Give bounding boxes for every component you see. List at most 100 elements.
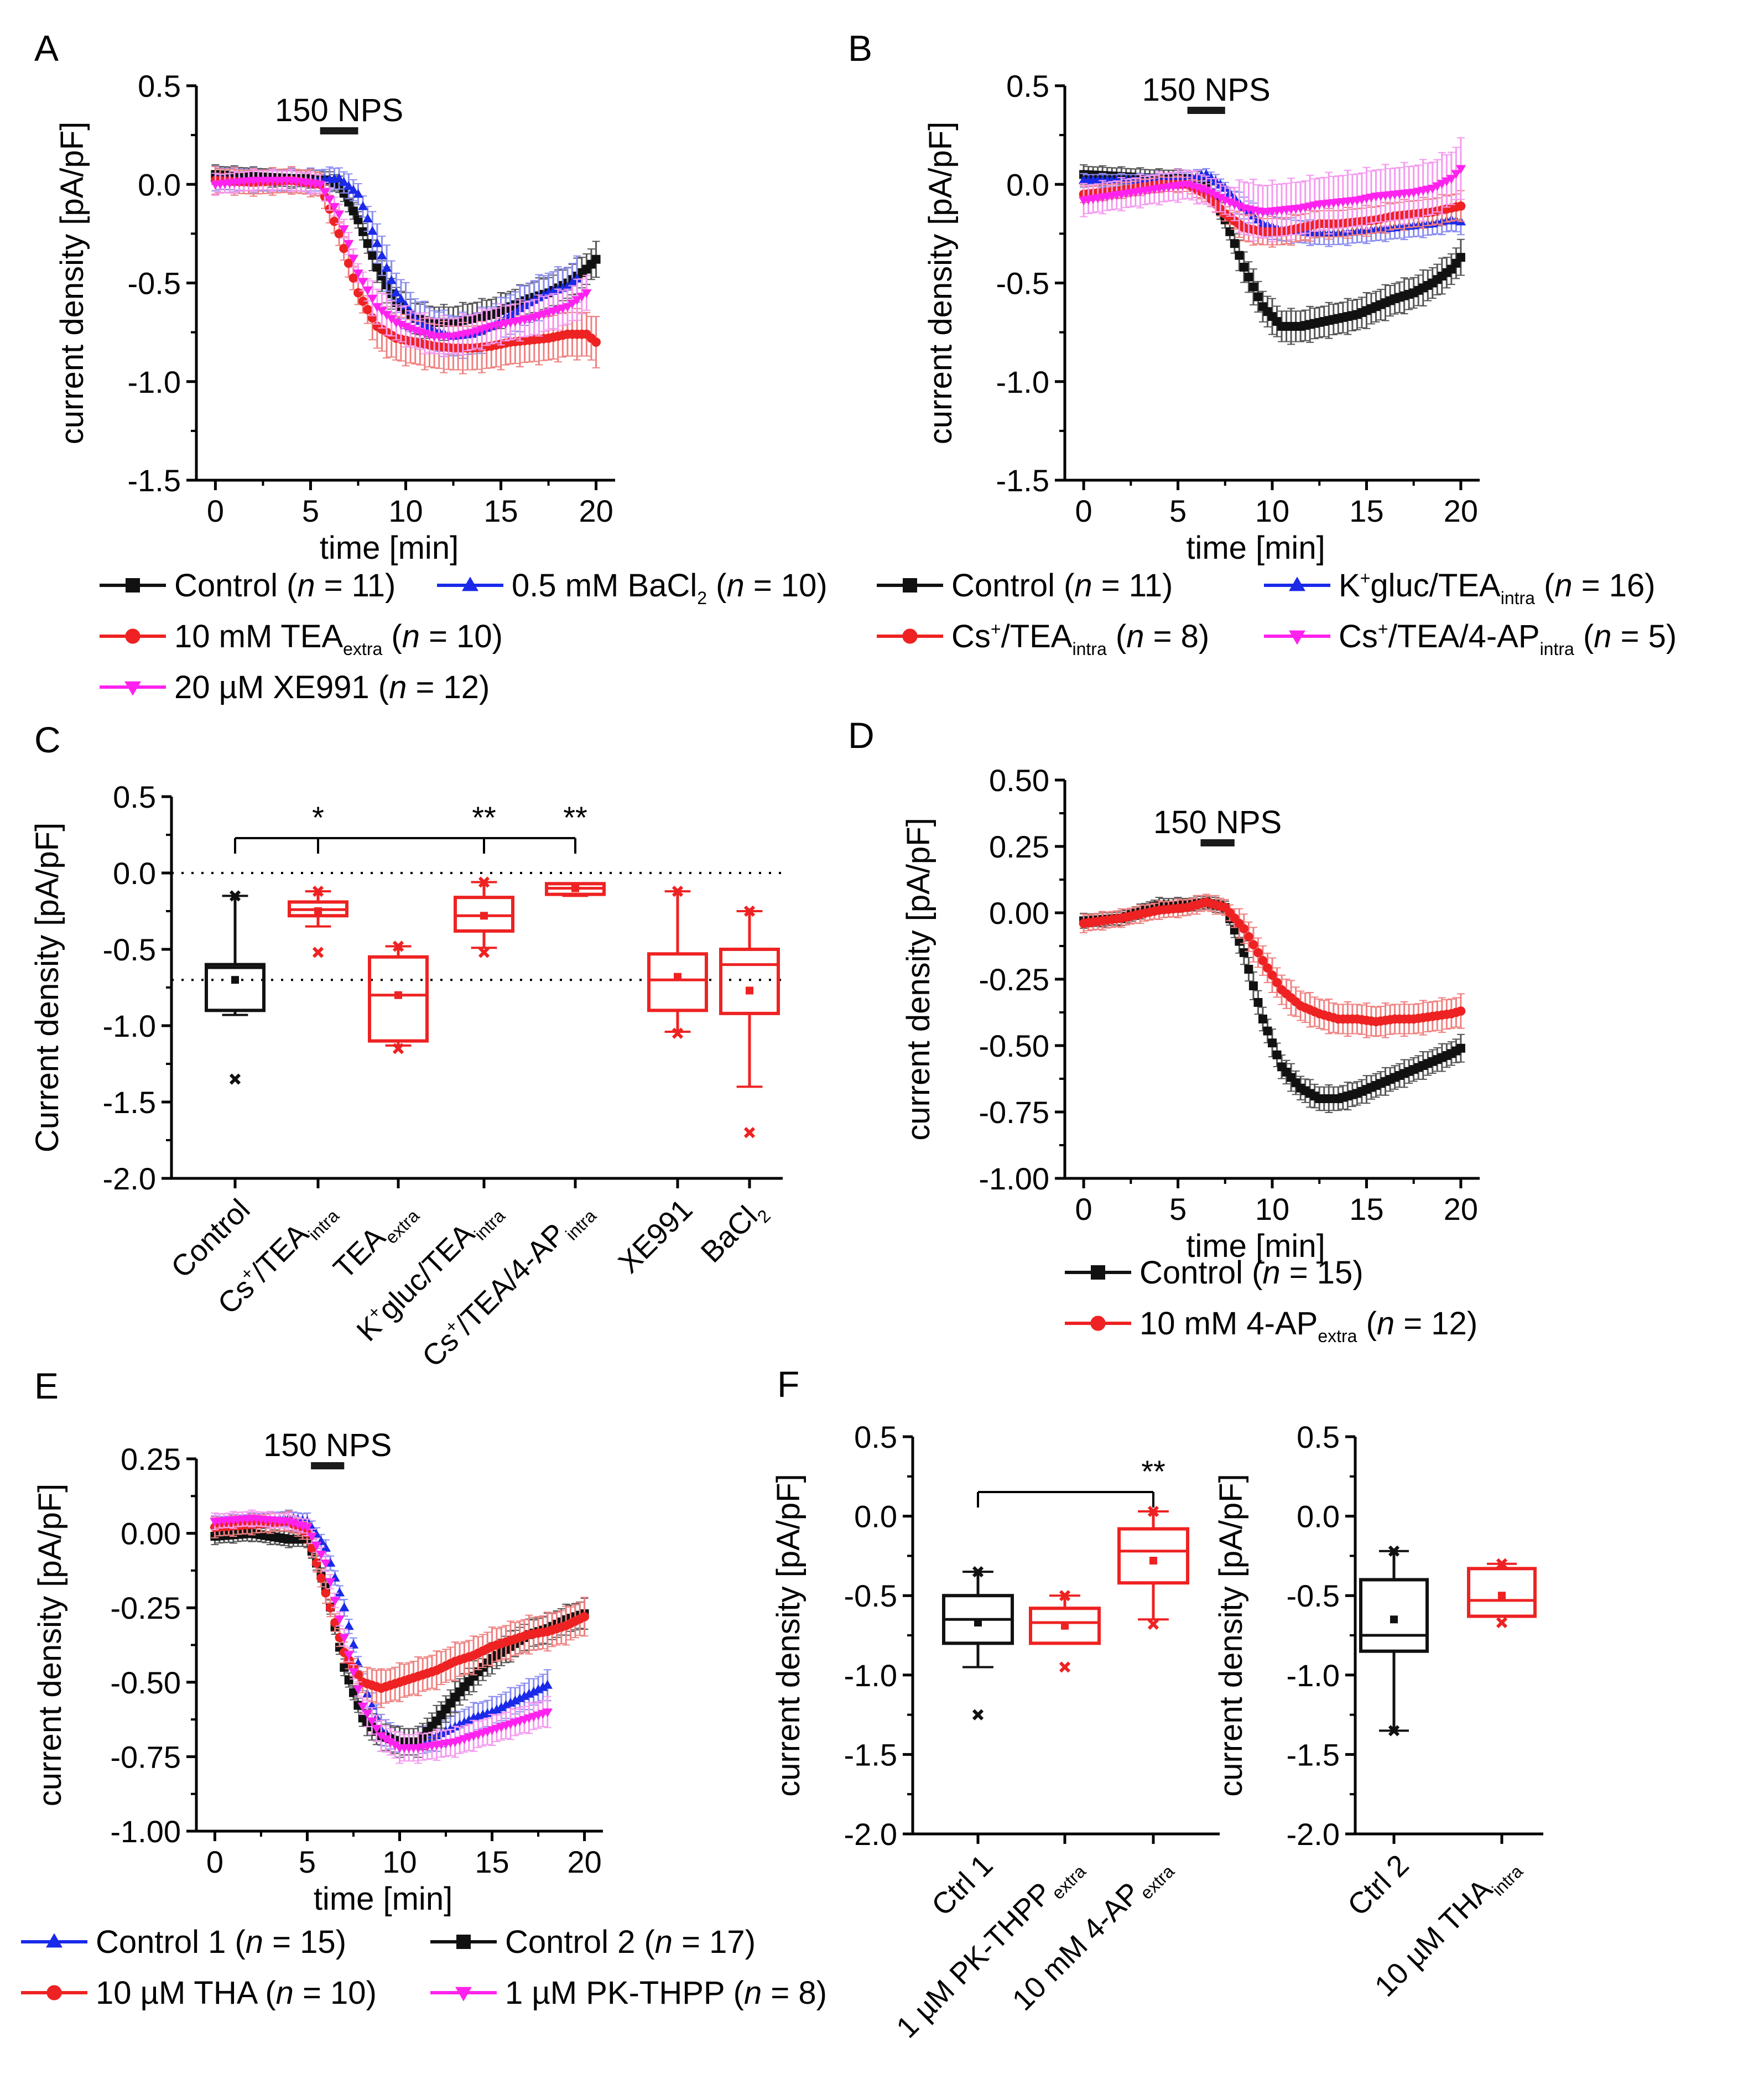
triangle-marker <box>528 1686 539 1696</box>
text-part: ( <box>1583 618 1594 654</box>
legend-label: 0.5 mM BaCl2​ (n = 10) <box>512 568 828 608</box>
down-triangle-marker <box>362 286 373 295</box>
y-tick-label: -0.5 <box>103 932 157 967</box>
box-iqr <box>1029 1607 1101 1645</box>
text-part: ( <box>1544 568 1554 604</box>
legend-label: 10 µM THA (n = 10) <box>96 1975 377 2011</box>
extreme-marker <box>1147 1618 1159 1630</box>
circle-marker <box>125 628 141 644</box>
down-triangle-marker <box>381 1735 391 1744</box>
square-marker <box>1248 282 1258 292</box>
square-marker <box>1244 272 1253 282</box>
circle-marker <box>330 1618 340 1628</box>
text-part: 10 mM 4-AP <box>1139 1306 1318 1342</box>
triangle-marker <box>491 1704 502 1714</box>
series-3 <box>210 169 592 357</box>
y-tick-label: -0.75 <box>979 1095 1049 1130</box>
square-marker <box>363 239 372 248</box>
square-marker <box>344 1675 353 1685</box>
legend-label: Cs+​/TEA/4-APintra​ (n = 5) <box>1339 618 1677 659</box>
y-tick-label: -1.5 <box>1287 1737 1340 1772</box>
x-tick-label: 20 <box>1444 493 1478 528</box>
text-part: /TEA/4-AP <box>1388 618 1540 654</box>
y-tick-label: 0.5 <box>854 1420 897 1454</box>
extreme-marker <box>392 940 404 952</box>
x-tick-label: 5 <box>302 493 319 528</box>
text-part: 1 µM PK-THPP <box>505 1975 733 2011</box>
text-part: Cs <box>1339 618 1378 654</box>
text-part <box>1357 1306 1366 1342</box>
circle-marker <box>334 228 344 238</box>
text-italic: n <box>655 1924 673 1960</box>
circle-marker <box>363 305 373 315</box>
legend-label: K+​gluc/TEAintra​ (n = 16) <box>1339 568 1656 608</box>
square-marker <box>1456 1043 1465 1053</box>
extreme-marker <box>972 1709 984 1721</box>
down-triangle-marker <box>311 1541 322 1551</box>
mean-marker <box>480 912 488 920</box>
y-axis-label: current density [pA/pF] <box>54 122 90 444</box>
legend-item: Control (n = 11) <box>100 568 396 604</box>
triangle-marker <box>533 1684 544 1693</box>
triangle-marker <box>344 181 354 190</box>
text-part: BaCl <box>695 1200 764 1269</box>
circle-marker <box>330 216 339 226</box>
circle-marker <box>353 288 363 298</box>
x-tick-label: 10 <box>1255 1192 1289 1226</box>
circle-marker <box>1263 963 1272 973</box>
box-2: TEAextra​ <box>327 940 429 1285</box>
square-marker <box>1258 1015 1267 1023</box>
circle-marker <box>902 628 918 644</box>
y-tick-label: -1.5 <box>103 1085 157 1120</box>
y-tick-label: -2.0 <box>103 1161 157 1196</box>
circle-marker <box>311 1558 321 1568</box>
y-tick-label: -1.0 <box>844 1658 898 1693</box>
triangle-marker <box>377 250 387 259</box>
y-tick-label: -1.00 <box>110 1814 181 1849</box>
square-marker <box>1230 239 1239 248</box>
square-marker <box>1272 1050 1282 1059</box>
circle-marker <box>1267 970 1277 980</box>
panel-letter: F <box>777 1364 799 1405</box>
y-tick-label: 0.0 <box>1297 1499 1340 1534</box>
superscript: + <box>1378 619 1388 639</box>
triangle-marker <box>344 1621 354 1630</box>
legend-label: 1 µM PK-THPP (n = 8) <box>505 1975 827 2011</box>
y-axis-label: current density [pA/pF] <box>32 1484 68 1806</box>
triangle-marker <box>334 1587 345 1597</box>
stimulus-bar <box>1200 839 1235 846</box>
square-marker <box>1244 965 1253 974</box>
circle-marker <box>344 258 353 268</box>
down-triangle-marker <box>1215 194 1226 203</box>
down-triangle-marker <box>1455 165 1466 174</box>
legend-label: Cs+​/TEAintra​ (n = 8) <box>951 618 1209 659</box>
down-triangle-marker <box>315 180 325 190</box>
x-tick-label: 5 <box>299 1844 316 1879</box>
y-tick-label: -1.0 <box>1287 1658 1340 1693</box>
series-1 <box>1079 893 1466 1038</box>
text-part: /TEA <box>1001 618 1073 654</box>
extreme-marker <box>392 1043 404 1054</box>
down-triangle-marker <box>306 1532 318 1542</box>
subscript: extra <box>343 639 382 659</box>
down-triangle-marker <box>371 1724 382 1734</box>
circle-marker <box>46 1985 62 2000</box>
triangle-marker <box>462 576 478 591</box>
significance: ** <box>977 1454 1165 1508</box>
y-tick-label: -1.5 <box>996 463 1050 498</box>
extreme-marker <box>1059 1590 1071 1602</box>
triangle-marker <box>348 1639 359 1649</box>
text-part: K <box>1339 568 1360 604</box>
triangle-marker <box>339 1602 350 1612</box>
circle-marker <box>1272 978 1282 987</box>
square-marker <box>348 206 358 216</box>
text-part: Control <box>1139 1255 1252 1291</box>
x-axis-label: time [min] <box>1186 1228 1325 1264</box>
down-triangle-marker <box>455 1987 472 2002</box>
stimulus-label: 150 NPS <box>263 1427 392 1463</box>
mean-marker <box>231 976 239 984</box>
circle-marker <box>1253 948 1263 958</box>
panel-C: C 0.5 0.0 -0.5 -1.0 -1.5 -2.0 Current density [… <box>29 719 783 1374</box>
legend-label: Control 2 (n = 17) <box>505 1924 756 1960</box>
triangle-marker <box>519 1691 530 1700</box>
